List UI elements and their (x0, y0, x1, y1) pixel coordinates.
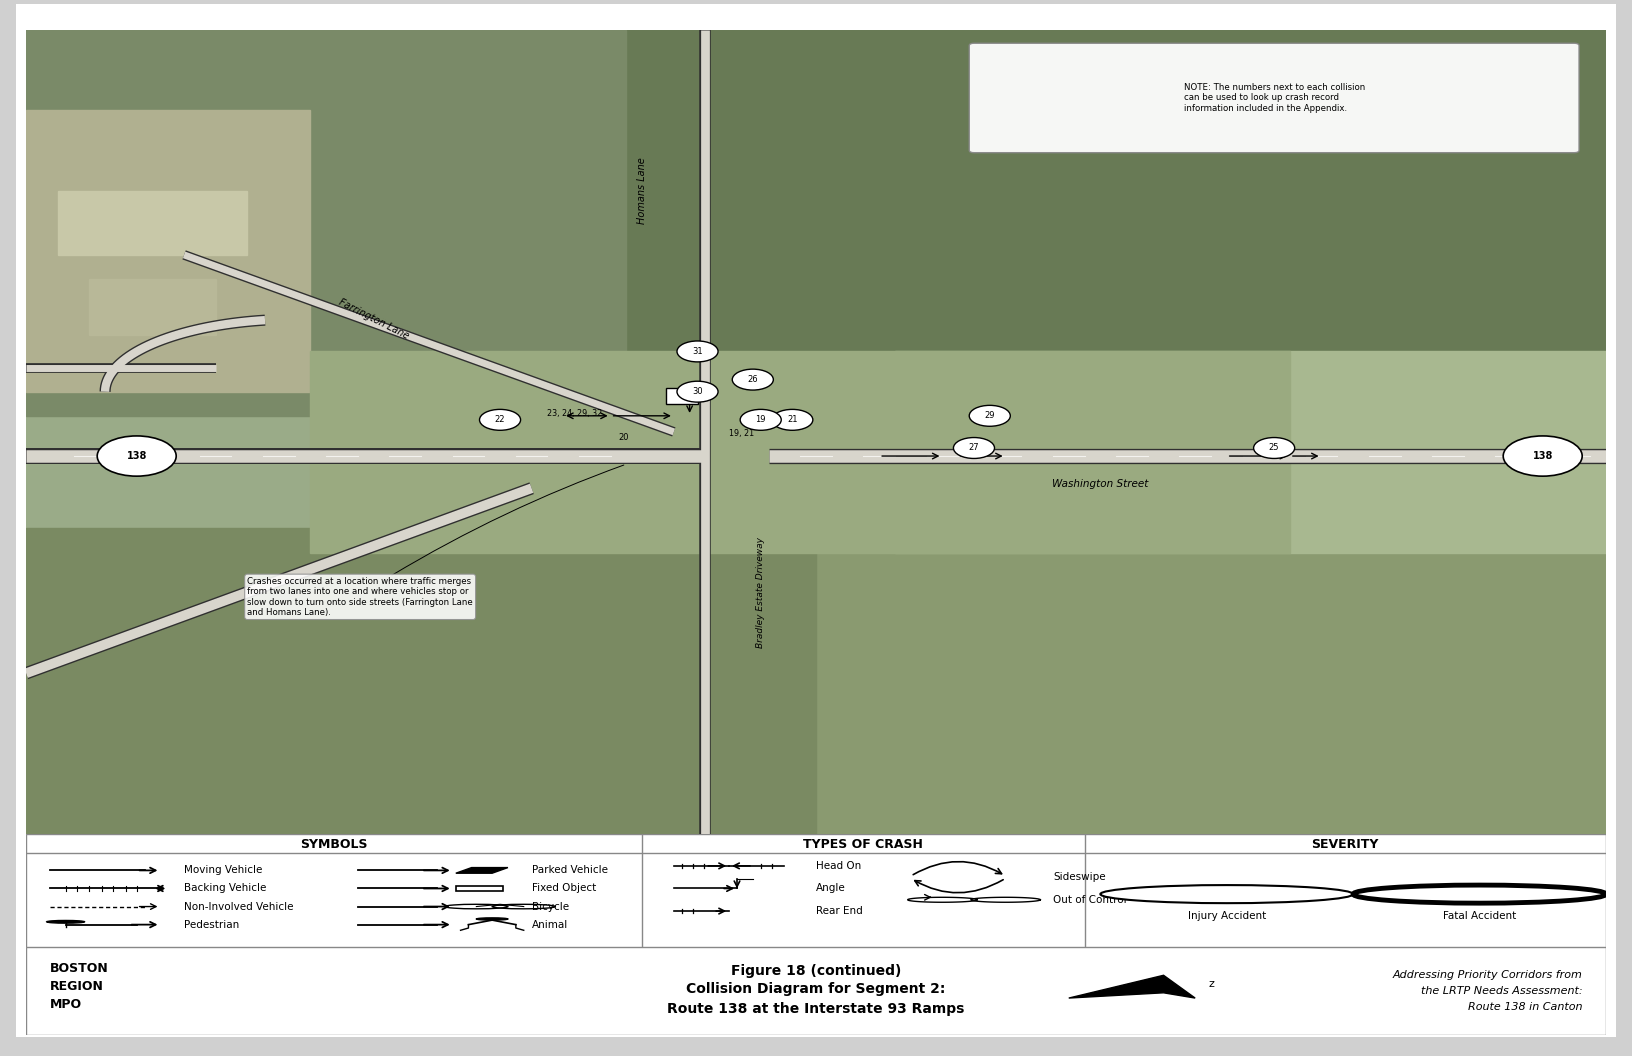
Circle shape (677, 341, 718, 362)
Bar (26, 110, 310, 392)
Circle shape (677, 381, 718, 402)
Text: Rear End: Rear End (816, 906, 863, 916)
Circle shape (1353, 885, 1606, 903)
Text: SEVERITY: SEVERITY (1312, 837, 1379, 851)
Bar (666, 388, 697, 403)
Text: 26: 26 (747, 375, 759, 384)
Text: Animal: Animal (532, 920, 568, 929)
Text: 138: 138 (1532, 451, 1554, 461)
Text: Fixed Object: Fixed Object (532, 884, 596, 893)
Polygon shape (455, 868, 508, 873)
Text: 31: 31 (692, 347, 703, 356)
FancyBboxPatch shape (969, 43, 1580, 153)
Text: Backing Vehicle: Backing Vehicle (184, 884, 266, 893)
Text: Pedestrian: Pedestrian (184, 920, 240, 929)
Bar (310, 352, 1289, 552)
Text: 29: 29 (984, 411, 996, 420)
Circle shape (477, 918, 508, 920)
Circle shape (741, 410, 782, 430)
Circle shape (1253, 437, 1294, 458)
Text: Bicycle: Bicycle (532, 902, 570, 911)
Text: BOSTON
REGION
MPO: BOSTON REGION MPO (51, 962, 109, 1012)
Text: Fatal Accident: Fatal Accident (1443, 910, 1516, 921)
Text: z: z (1208, 979, 1214, 989)
Text: Injury Accident: Injury Accident (1188, 910, 1266, 921)
Text: TYPES OF CRASH: TYPES OF CRASH (803, 837, 924, 851)
Text: Figure 18 (continued): Figure 18 (continued) (731, 964, 901, 978)
Circle shape (969, 406, 1010, 427)
Text: 19, 21: 19, 21 (730, 429, 754, 438)
Text: Angle: Angle (816, 884, 845, 893)
Text: Addressing Priority Corridors from: Addressing Priority Corridors from (1392, 970, 1581, 980)
Bar (26, 528, 816, 834)
Text: 20: 20 (619, 433, 628, 442)
Text: 25: 25 (1270, 444, 1279, 453)
Circle shape (772, 410, 813, 430)
Circle shape (1100, 885, 1353, 903)
Bar (627, 30, 1606, 416)
Polygon shape (1069, 976, 1195, 998)
Text: Bradley Estate Driveway: Bradley Estate Driveway (756, 538, 765, 648)
Text: 27: 27 (969, 444, 979, 453)
Text: 138: 138 (127, 451, 147, 461)
Text: 21: 21 (787, 415, 798, 425)
Bar (894, 352, 1606, 552)
Text: Homans Lane: Homans Lane (636, 157, 648, 224)
Circle shape (733, 370, 774, 390)
Text: Farrington Lane: Farrington Lane (336, 297, 410, 341)
Text: Collision Diagram for Segment 2:: Collision Diagram for Segment 2: (687, 982, 945, 996)
Text: Non-Involved Vehicle: Non-Involved Vehicle (184, 902, 294, 911)
Text: Route 138 in Canton: Route 138 in Canton (1467, 1002, 1581, 1012)
Text: Sideswipe: Sideswipe (1053, 872, 1105, 882)
Text: SYMBOLS: SYMBOLS (300, 837, 367, 851)
Circle shape (480, 410, 521, 430)
Bar (455, 886, 503, 891)
Text: Head On: Head On (816, 861, 862, 871)
Text: 23, 24, 29, 32: 23, 24, 29, 32 (547, 409, 602, 418)
Circle shape (953, 437, 994, 458)
Text: Moving Vehicle: Moving Vehicle (184, 866, 263, 875)
Text: 22: 22 (494, 415, 506, 425)
Text: Crashes occurred at a location where traffic merges
from two lanes into one and : Crashes occurred at a location where tra… (248, 577, 473, 617)
Text: Parked Vehicle: Parked Vehicle (532, 866, 607, 875)
Text: 19: 19 (756, 415, 765, 425)
Text: Out of Control: Out of Control (1053, 894, 1126, 905)
Circle shape (1503, 436, 1581, 476)
Text: the LRTP Needs Assessment:: the LRTP Needs Assessment: (1420, 986, 1581, 996)
Bar (816, 416, 1606, 834)
Text: 30: 30 (692, 388, 703, 396)
Bar (57, 190, 248, 254)
Bar (90, 279, 215, 336)
Circle shape (47, 921, 85, 923)
Text: Route 138 at the Interstate 93 Ramps: Route 138 at the Interstate 93 Ramps (667, 1001, 965, 1016)
Text: Washington Street: Washington Street (1053, 479, 1149, 489)
Text: NOTE: The numbers next to each collision
can be used to look up crash record
inf: NOTE: The numbers next to each collision… (1183, 83, 1364, 113)
Bar (26, 30, 627, 416)
Circle shape (98, 436, 176, 476)
